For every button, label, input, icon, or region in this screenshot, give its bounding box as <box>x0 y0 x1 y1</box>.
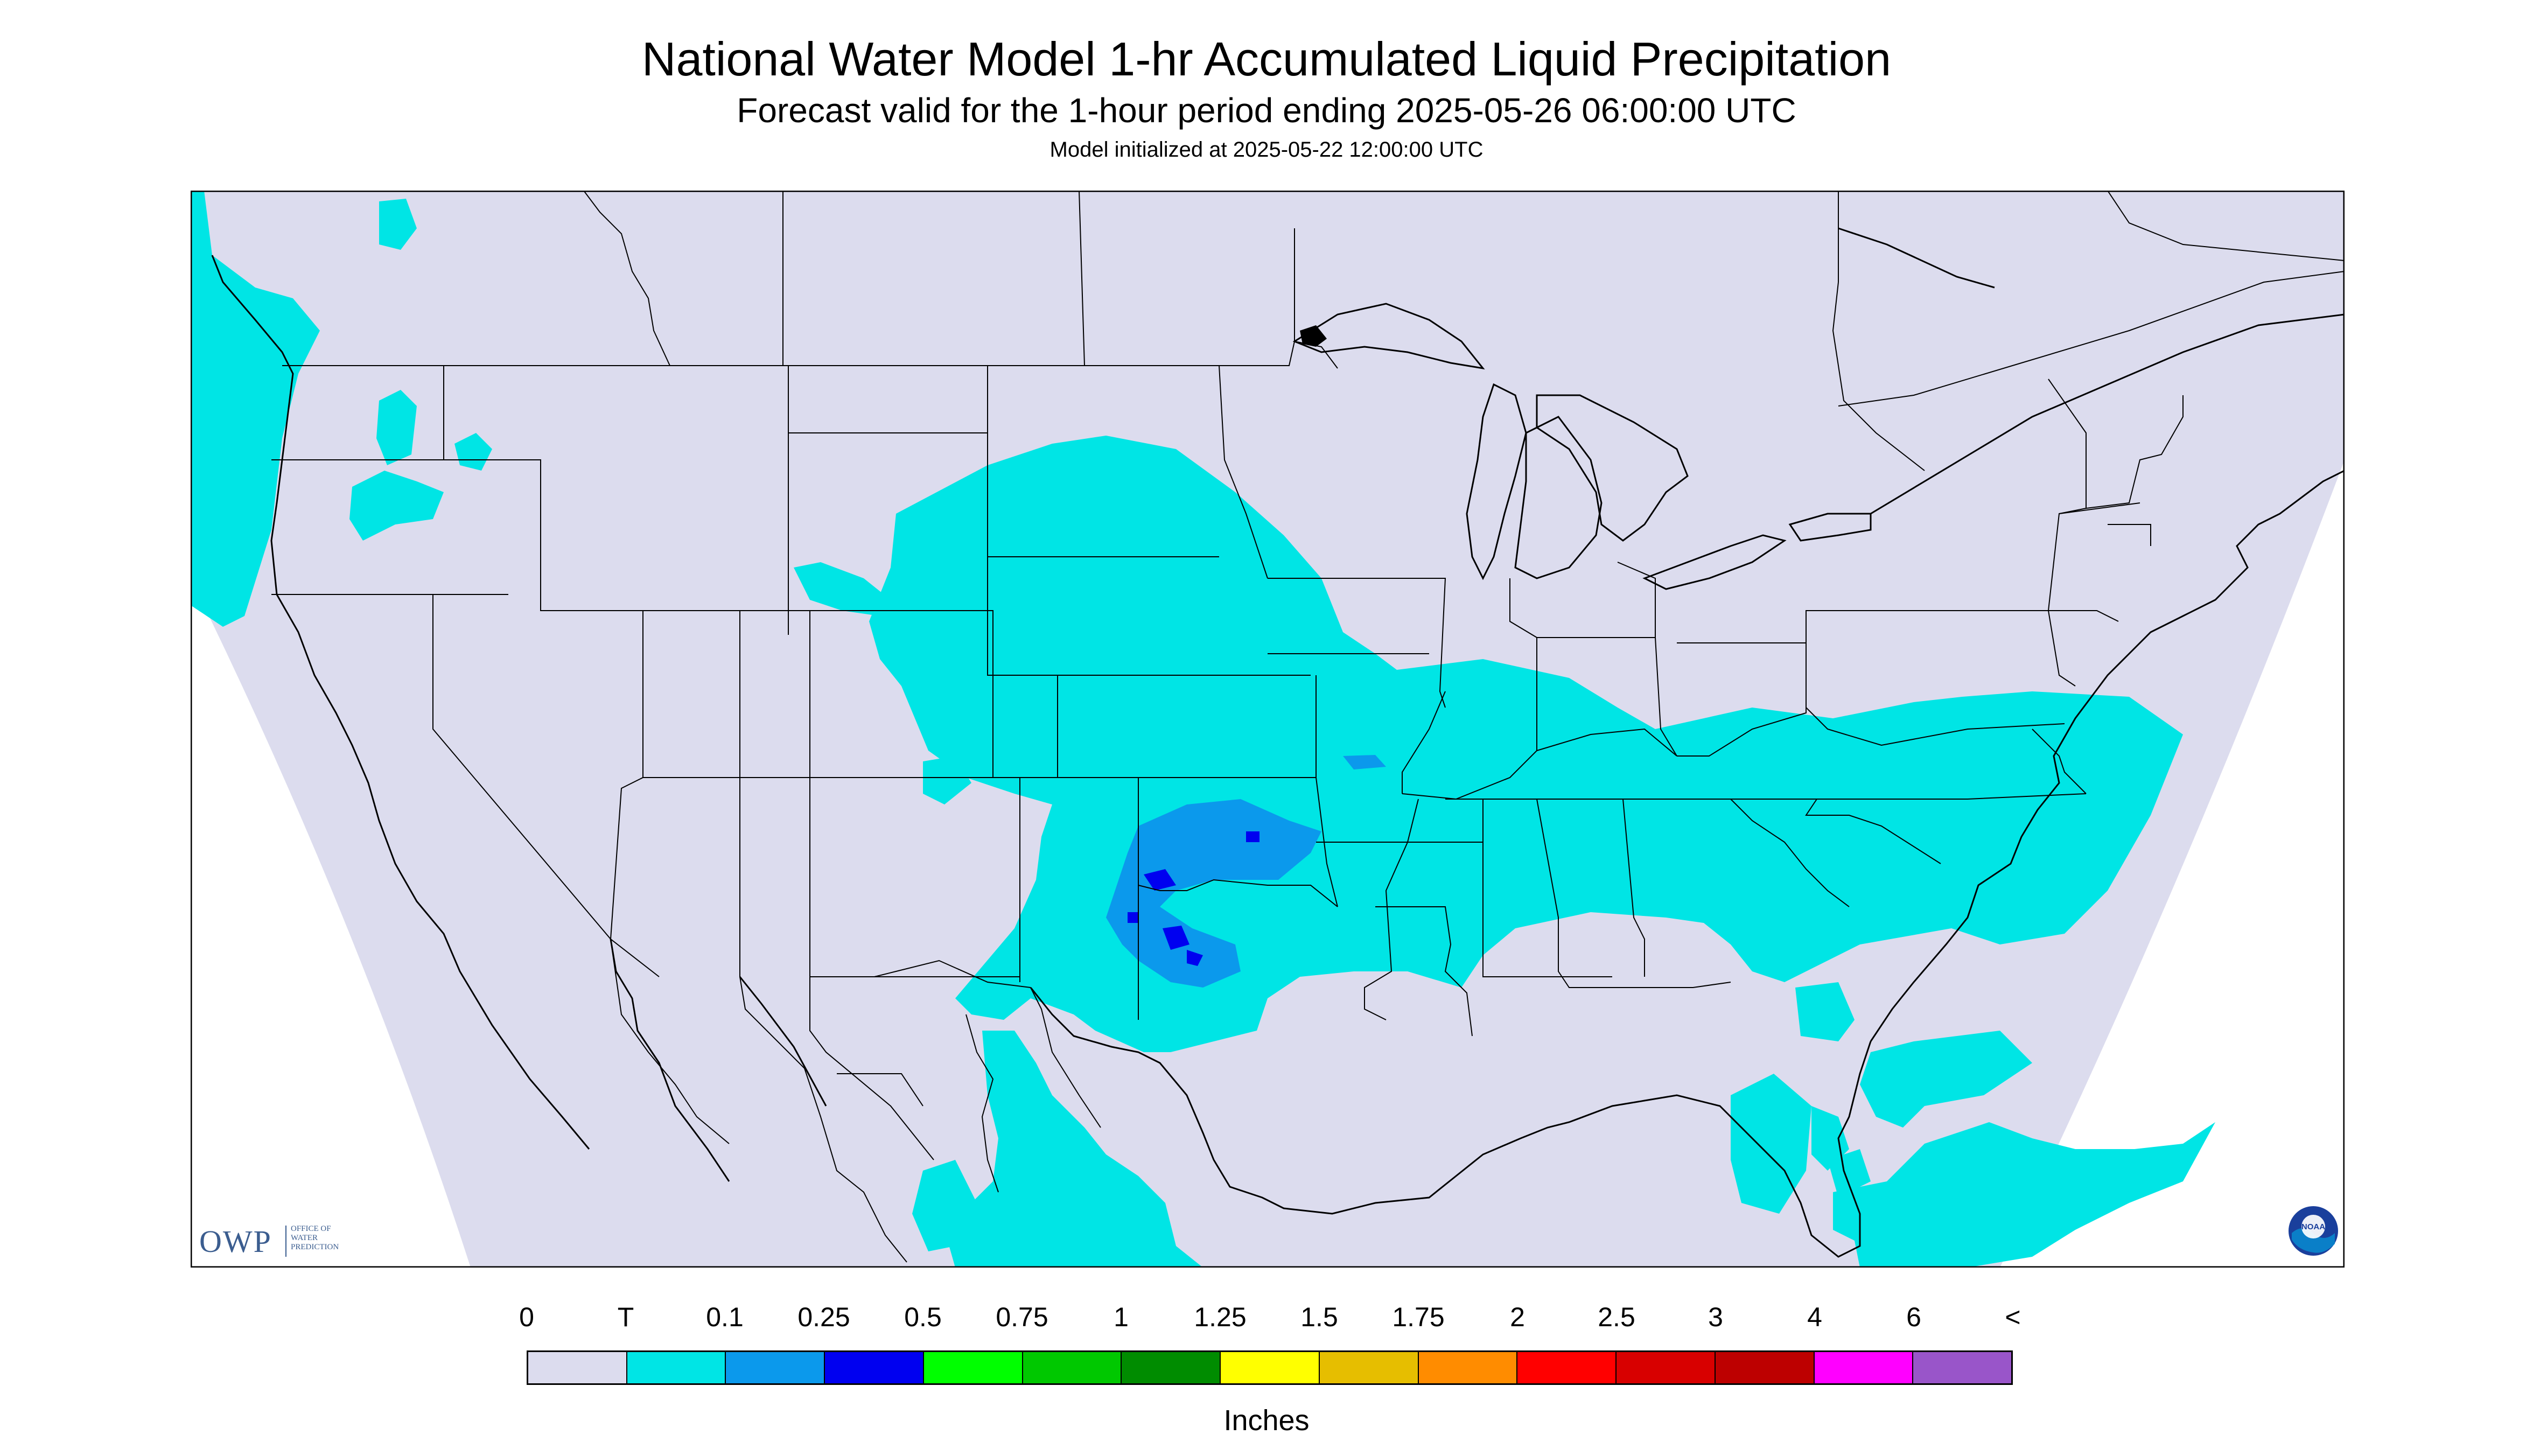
state-boundaries <box>271 191 2345 1263</box>
lower-michigan <box>1514 416 1603 579</box>
legend-swatch <box>1517 1352 1617 1383</box>
pacific-coast <box>211 255 590 1150</box>
owp-logo-line3: PREDICTION <box>291 1243 339 1251</box>
legend-label: 1.5 <box>1300 1302 1338 1332</box>
legend-label: < <box>2005 1302 2021 1332</box>
precip-mexico <box>944 1031 1203 1268</box>
lake-huron <box>1536 394 1689 542</box>
legend-swatch <box>1122 1352 1221 1383</box>
map-title: National Water Model 1-hr Accumulated Li… <box>641 32 1892 86</box>
legend-swatch <box>923 1352 1023 1383</box>
precip-0-1-areas <box>1106 755 1386 988</box>
owp-logo-letters: OWP <box>199 1224 272 1259</box>
legend-label: 2 <box>1510 1302 1525 1332</box>
legend-label: 1.75 <box>1392 1302 1445 1332</box>
legend-swatch <box>627 1352 726 1383</box>
owp-logo-line1: OFFICE OF <box>291 1224 331 1233</box>
svg-text:NOAA: NOAA <box>2301 1222 2325 1231</box>
map-border <box>191 191 2345 1268</box>
legend-swatch <box>1715 1352 1815 1383</box>
owp-logo: OWP OFFICE OF WATER PREDICTION <box>199 1221 377 1264</box>
legend-label: 0.25 <box>797 1302 850 1332</box>
legend-swatch <box>1913 1352 2012 1383</box>
legend-label: 2.5 <box>1598 1302 1635 1332</box>
lake-erie <box>1642 534 1787 590</box>
legend-swatch <box>528 1352 627 1383</box>
st-lawrence <box>1870 313 2345 515</box>
legend-label: 3 <box>1708 1302 1723 1332</box>
legend-label: 0.5 <box>904 1302 942 1332</box>
model-init-time: Model initialized at 2025-05-22 12:00:00… <box>1049 138 1484 162</box>
legend-swatch <box>1617 1352 1716 1383</box>
legend-label: 0.1 <box>706 1302 744 1332</box>
legend-label: 0.75 <box>996 1302 1048 1332</box>
legend-label: 1 <box>1114 1302 1129 1332</box>
legend-label: 4 <box>1807 1302 1822 1332</box>
precip-gulf-east <box>1833 1122 2215 1268</box>
atlantic-coast <box>1870 470 2345 1042</box>
legend-swatch <box>1319 1352 1419 1383</box>
legend-swatch <box>825 1352 924 1383</box>
lake-ontario <box>1788 513 1872 542</box>
noaa-logo: NOAA <box>2287 1205 2339 1257</box>
legend-swatch <box>1418 1352 1518 1383</box>
legend-colorbar <box>527 1350 2013 1385</box>
coastlines <box>211 227 2345 1258</box>
lake-of-the-woods <box>1300 325 1327 347</box>
legend-swatch <box>1814 1352 1914 1383</box>
precip-southern-plains-moderate <box>1106 799 1321 988</box>
outside-domain-left <box>191 578 471 1268</box>
forecast-valid-time: Forecast valid for the 1-hour period end… <box>737 91 1796 130</box>
lake-michigan <box>1466 383 1527 580</box>
legend-units: Inches <box>1223 1404 1310 1437</box>
legend-labels: 0 T 0.1 0.25 0.5 0.75 1 1.25 1.5 1.75 2 2.5 3 4 6 < <box>519 1301 2021 1333</box>
precip-pacific-northwest <box>191 191 320 627</box>
legend-label: 0 <box>519 1302 534 1332</box>
lake-superior <box>1292 303 1485 370</box>
legend-label: 1.25 <box>1194 1302 1247 1332</box>
owp-logo-line2: WATER <box>291 1234 318 1242</box>
legend-swatch <box>1221 1352 1320 1383</box>
owp-logo-divider <box>285 1226 286 1257</box>
outside-domain-right <box>2000 460 2345 1268</box>
owp-logo-text: OFFICE OF WATER PREDICTION <box>291 1224 339 1252</box>
precipitation-map <box>191 191 2345 1268</box>
precip-central-plains <box>869 436 2183 1052</box>
legend-label: T <box>617 1302 634 1332</box>
gulf-coast <box>1030 987 1872 1258</box>
precip-0-25-areas <box>1128 831 1259 966</box>
precip-trace-areas <box>191 191 2215 1268</box>
legend-swatch <box>1023 1352 1122 1383</box>
legend-label: 6 <box>1906 1302 1921 1332</box>
legend-swatch <box>726 1352 825 1383</box>
precip-legend: 0 T 0.1 0.25 0.5 0.75 1 1.25 1.5 1.75 2 2.5 3 4 6 < <box>519 1301 2021 1387</box>
